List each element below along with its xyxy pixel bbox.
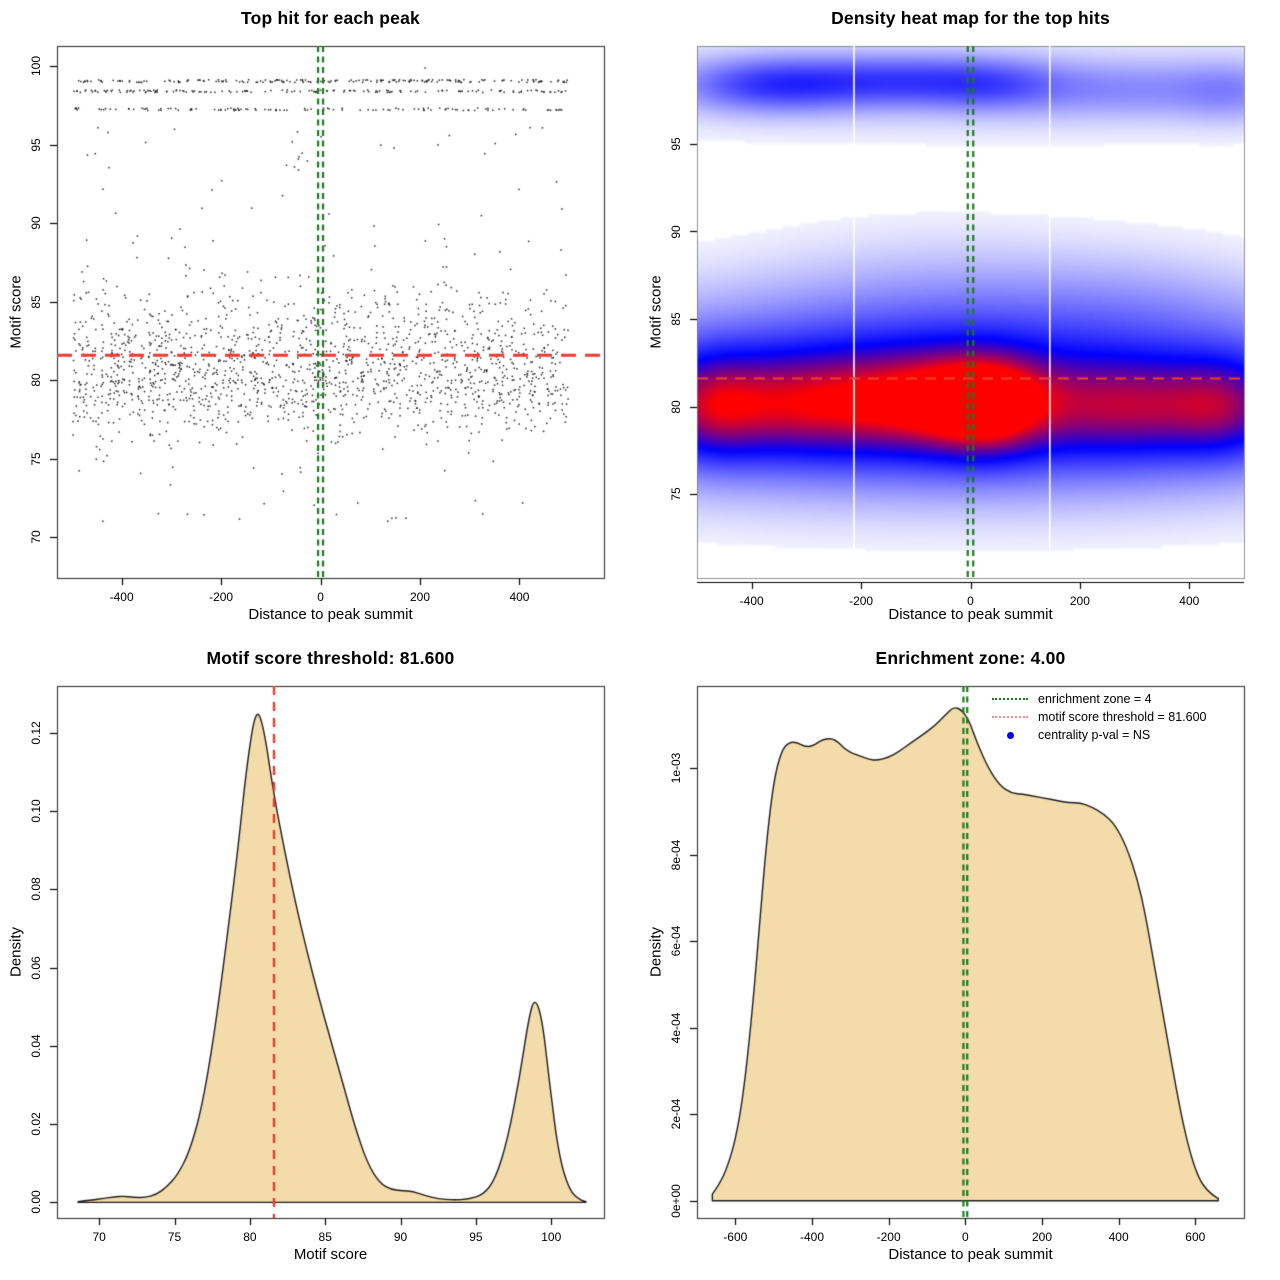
y-tick-label: 100 (29, 56, 43, 77)
y-tick-label: 0.08 (29, 877, 43, 902)
x-tick-label: 200 (1069, 594, 1090, 608)
x-tick-label: -200 (876, 1230, 901, 1244)
y-tick-label: 85 (29, 295, 43, 309)
y-tick-label: 6e-04 (669, 925, 683, 957)
x-axis-label: Distance to peak summit (888, 1246, 1053, 1263)
x-tick-label: 90 (393, 1230, 408, 1244)
y-tick-label: 75 (669, 487, 683, 501)
heatmap-canvas (640, 0, 1280, 640)
scatter-plot-area: -400 -200 0 200 400 70 75 80 85 90 95 100 (0, 0, 640, 640)
y-tick-label: 75 (29, 452, 43, 466)
x-tick-label: 100 (541, 1230, 562, 1244)
x-tick-label: -200 (849, 594, 874, 608)
legend-item-centrality-pval: centrality p-val = NS (992, 726, 1207, 744)
x-tick-label: -200 (209, 590, 234, 604)
density-canvas (640, 640, 1280, 1280)
scatter-canvas (0, 0, 640, 640)
x-tick-label: 0 (317, 590, 324, 604)
x-tick-label: 80 (243, 1230, 257, 1244)
y-tick-label: 80 (669, 399, 683, 414)
y-tick-label: 0e+00 (669, 1183, 683, 1218)
panel-title: Density heat map for the top hits (831, 8, 1110, 28)
legend: enrichment zone = 4 motif score threshol… (992, 690, 1207, 744)
panel-title: Motif score threshold: 81.600 (206, 648, 455, 668)
panel-motif-score-density: 70 75 80 85 90 95 100 0.00 0.02 0.04 0.06 0.08 0.10 0… (0, 640, 640, 1280)
y-axis-label: Motif score (7, 275, 25, 349)
x-tick-label: 0 (961, 1230, 969, 1244)
x-axis-label: Motif score (293, 1246, 368, 1263)
x-tick-label: 85 (318, 1230, 332, 1244)
y-tick-label: 90 (669, 224, 683, 239)
x-tick-label: 95 (469, 1230, 483, 1244)
x-tick-label: -400 (109, 590, 134, 604)
x-tick-label: -400 (739, 594, 764, 608)
x-tick-label: 400 (1108, 1230, 1129, 1244)
x-axis-label: Distance to peak summit (248, 606, 413, 623)
panel-top-hit-scatter: -400 -200 0 200 400 70 75 80 85 90 95 100 Top hit f… (0, 0, 640, 640)
y-tick-label: 8e-04 (669, 839, 683, 871)
y-tick-label: 1e-03 (669, 752, 683, 784)
green-dotted-line-icon (992, 698, 1028, 700)
panel-title: Top hit for each peak (241, 8, 420, 28)
density-canvas (0, 640, 640, 1280)
y-tick-label: 85 (669, 312, 683, 326)
x-tick-label: 400 (1179, 594, 1200, 608)
y-tick-label: 0.12 (29, 721, 43, 745)
x-tick-label: -400 (799, 1230, 824, 1244)
y-tick-label: 0.10 (29, 799, 43, 823)
y-tick-label: 0.04 (29, 1034, 43, 1058)
y-tick-label: 80 (29, 373, 43, 387)
legend-item-enrichment-zone: enrichment zone = 4 (992, 690, 1207, 708)
y-tick-label: 95 (29, 138, 43, 152)
panel-summit-density: -600 -400 -200 0 200 400 600 0e+00 2e-04 4e-04 6e-… (640, 640, 1280, 1280)
panel-density-heatmap: -400 -200 0 200 400 75 80 85 90 95 Density heat m… (640, 0, 1280, 640)
x-tick-label: 70 (92, 1230, 106, 1244)
x-tick-label: 400 (509, 590, 530, 604)
y-tick-label: 0.06 (29, 955, 43, 980)
x-tick-label: 600 (1185, 1230, 1206, 1244)
panel-title: Enrichment zone: 4.00 (875, 648, 1066, 668)
y-tick-label: 0.00 (29, 1190, 43, 1215)
y-tick-label: 70 (29, 530, 43, 544)
heatmap-plot-area: -400 -200 0 200 400 75 80 85 90 95 (640, 0, 1280, 640)
x-tick-label: 200 (1031, 1230, 1052, 1244)
x-tick-label: 200 (409, 590, 431, 604)
y-axis-label: Density (7, 926, 25, 978)
y-tick-label: 0.02 (29, 1112, 43, 1136)
x-tick-label: -600 (723, 1230, 748, 1244)
y-tick-label: 2e-04 (669, 1098, 683, 1130)
legend-item-motif-threshold: motif score threshold = 81.600 (992, 708, 1207, 726)
y-axis-label: Motif score (647, 275, 665, 349)
y-tick-label: 4e-04 (669, 1012, 683, 1044)
red-dotted-line-icon (992, 716, 1028, 718)
y-tick-label: 90 (29, 216, 43, 231)
y-tick-label: 95 (669, 137, 683, 151)
density-plot-area: 70 75 80 85 90 95 100 0.00 0.02 0.04 0.06 0.08 0.10 0… (0, 640, 640, 1280)
x-axis-label: Distance to peak summit (888, 606, 1053, 623)
x-tick-label: 0 (967, 594, 974, 608)
density-plot-area: -600 -400 -200 0 200 400 600 0e+00 2e-04 4e-04 6e-… (640, 640, 1280, 1280)
y-axis-label: Density (647, 926, 665, 978)
x-tick-label: 75 (167, 1230, 182, 1244)
blue-dot-icon (992, 731, 1028, 739)
